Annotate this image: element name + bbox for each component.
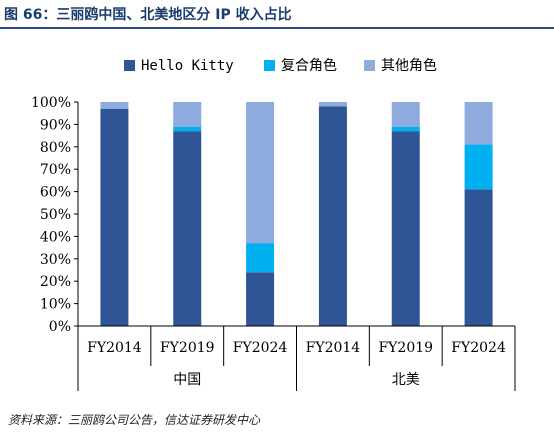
- y-tick-label: 0%: [49, 319, 71, 335]
- x-group-label: 中国: [173, 372, 201, 388]
- x-group-label: 北美: [392, 372, 420, 388]
- y-tick-label: 10%: [40, 297, 71, 313]
- y-tick-label: 60%: [40, 185, 71, 201]
- bar-segment-3-4: [318, 102, 347, 107]
- legend-label-2: 复合角色: [281, 57, 337, 74]
- source-note: 资料来源：三丽鸥公司公告，信达证券研发中心: [8, 413, 261, 427]
- bar-segment-1-1: [100, 108, 129, 326]
- bar-segment-3-1: [100, 102, 129, 109]
- bar-segment-3-5: [391, 102, 420, 127]
- bar-segment-1-6: [464, 189, 493, 326]
- y-tick-label: 80%: [40, 140, 71, 156]
- y-tick-label: 30%: [40, 252, 71, 268]
- bar-segment-1-5: [391, 131, 420, 326]
- legend-swatch-1: [124, 60, 135, 71]
- y-tick-label: 20%: [40, 274, 71, 290]
- bar-segment-2-2: [173, 126, 202, 132]
- y-tick-label: 90%: [40, 117, 71, 133]
- y-tick-label: 70%: [40, 162, 71, 178]
- legend-label-1: Hello Kitty: [141, 58, 234, 74]
- x-category-label: FY2019: [160, 340, 215, 356]
- bar-segment-1-3: [246, 272, 275, 326]
- x-category-label: FY2014: [306, 340, 361, 356]
- bar-segment-3-2: [173, 102, 202, 127]
- bar-segment-3-6: [464, 102, 493, 145]
- figure-title: 图 66：三丽鸥中国、北美地区分 IP 收入占比: [4, 7, 292, 23]
- y-tick-label: 50%: [40, 207, 71, 223]
- bar-segment-1-4: [318, 106, 347, 326]
- legend-label-3: 其他角色: [381, 57, 437, 74]
- x-category-label: FY2024: [233, 340, 288, 356]
- title-rule: [0, 27, 554, 29]
- y-tick-label: 100%: [31, 95, 71, 111]
- y-tick-label: 40%: [40, 229, 71, 245]
- x-category-label: FY2014: [87, 340, 142, 356]
- bar-segment-1-2: [173, 131, 202, 326]
- bar-segment-2-3: [246, 243, 275, 273]
- bar-segment-2-5: [391, 126, 420, 132]
- legend-swatch-3: [364, 60, 375, 71]
- x-category-label: FY2024: [451, 340, 506, 356]
- bar-segment-3-3: [246, 102, 275, 244]
- legend-swatch-2: [264, 60, 275, 71]
- bar-segment-2-6: [464, 144, 493, 190]
- x-category-label: FY2019: [378, 340, 433, 356]
